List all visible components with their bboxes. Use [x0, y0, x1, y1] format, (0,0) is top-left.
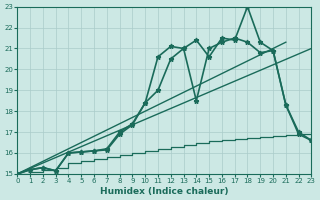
X-axis label: Humidex (Indice chaleur): Humidex (Indice chaleur): [100, 187, 228, 196]
